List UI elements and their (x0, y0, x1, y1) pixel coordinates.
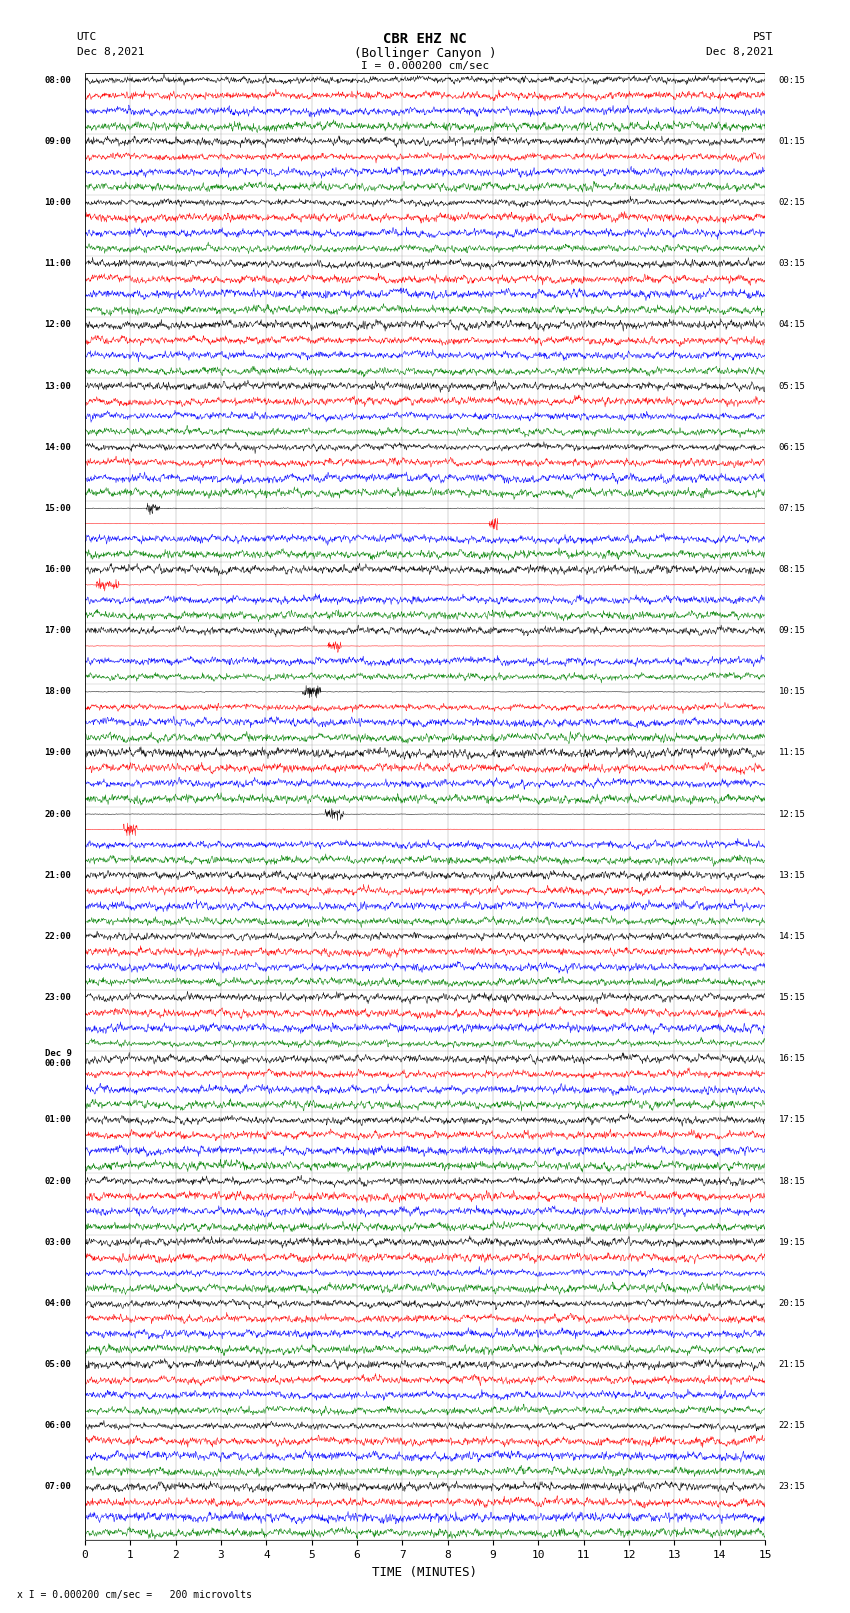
Text: UTC: UTC (76, 32, 97, 42)
Text: 02:15: 02:15 (779, 198, 806, 206)
Text: 01:00: 01:00 (44, 1116, 71, 1124)
Text: CBR EHZ NC: CBR EHZ NC (383, 32, 467, 47)
Text: 12:00: 12:00 (44, 321, 71, 329)
Text: Dec 9
00:00: Dec 9 00:00 (44, 1048, 71, 1068)
Text: 08:00: 08:00 (44, 76, 71, 85)
Text: I = 0.000200 cm/sec: I = 0.000200 cm/sec (361, 61, 489, 71)
X-axis label: TIME (MINUTES): TIME (MINUTES) (372, 1566, 478, 1579)
Text: 20:15: 20:15 (779, 1298, 806, 1308)
Text: 23:15: 23:15 (779, 1482, 806, 1492)
Text: 17:00: 17:00 (44, 626, 71, 636)
Text: 03:00: 03:00 (44, 1237, 71, 1247)
Text: 11:15: 11:15 (779, 748, 806, 758)
Text: 02:00: 02:00 (44, 1176, 71, 1186)
Text: 10:15: 10:15 (779, 687, 806, 697)
Text: 05:00: 05:00 (44, 1360, 71, 1369)
Text: 22:15: 22:15 (779, 1421, 806, 1431)
Text: 17:15: 17:15 (779, 1116, 806, 1124)
Text: 07:15: 07:15 (779, 503, 806, 513)
Text: 14:00: 14:00 (44, 442, 71, 452)
Text: 03:15: 03:15 (779, 260, 806, 268)
Text: 16:15: 16:15 (779, 1055, 806, 1063)
Text: 06:15: 06:15 (779, 442, 806, 452)
Text: 19:00: 19:00 (44, 748, 71, 758)
Text: 18:15: 18:15 (779, 1176, 806, 1186)
Text: Dec 8,2021: Dec 8,2021 (706, 47, 774, 56)
Text: 21:15: 21:15 (779, 1360, 806, 1369)
Text: 20:00: 20:00 (44, 810, 71, 819)
Text: 14:15: 14:15 (779, 932, 806, 940)
Text: 07:00: 07:00 (44, 1482, 71, 1492)
Text: 00:15: 00:15 (779, 76, 806, 85)
Text: 13:00: 13:00 (44, 382, 71, 390)
Text: 11:00: 11:00 (44, 260, 71, 268)
Text: 15:15: 15:15 (779, 994, 806, 1002)
Text: Dec 8,2021: Dec 8,2021 (76, 47, 144, 56)
Text: 04:15: 04:15 (779, 321, 806, 329)
Text: (Bollinger Canyon ): (Bollinger Canyon ) (354, 47, 496, 60)
Text: 06:00: 06:00 (44, 1421, 71, 1431)
Text: 05:15: 05:15 (779, 382, 806, 390)
Text: 08:15: 08:15 (779, 565, 806, 574)
Text: 09:15: 09:15 (779, 626, 806, 636)
Text: 10:00: 10:00 (44, 198, 71, 206)
Text: 19:15: 19:15 (779, 1237, 806, 1247)
Text: 22:00: 22:00 (44, 932, 71, 940)
Text: x I = 0.000200 cm/sec =   200 microvolts: x I = 0.000200 cm/sec = 200 microvolts (17, 1590, 252, 1600)
Text: 15:00: 15:00 (44, 503, 71, 513)
Text: 04:00: 04:00 (44, 1298, 71, 1308)
Text: 18:00: 18:00 (44, 687, 71, 697)
Text: 09:00: 09:00 (44, 137, 71, 145)
Text: PST: PST (753, 32, 774, 42)
Text: 13:15: 13:15 (779, 871, 806, 879)
Text: 16:00: 16:00 (44, 565, 71, 574)
Text: 01:15: 01:15 (779, 137, 806, 145)
Text: 12:15: 12:15 (779, 810, 806, 819)
Text: 21:00: 21:00 (44, 871, 71, 879)
Text: 23:00: 23:00 (44, 994, 71, 1002)
